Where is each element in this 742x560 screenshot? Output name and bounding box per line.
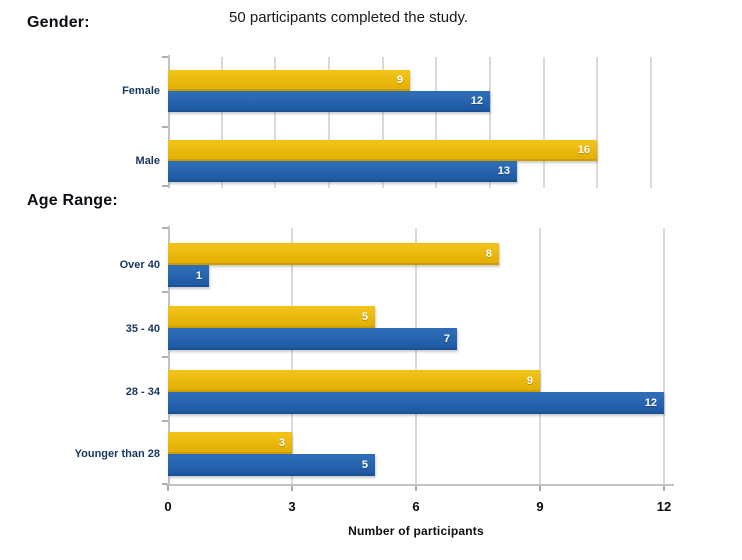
age-range-chart: 8 1 5 7 9 12 3 5 [162, 226, 674, 491]
category-label-female: Female [122, 85, 160, 97]
x-axis-tick [291, 486, 293, 491]
gridline [650, 57, 652, 188]
gridline [291, 228, 293, 484]
bar-value-label: 9 [526, 374, 533, 387]
bar-blue-series-28-34: 12 [168, 392, 664, 414]
bar-yellow-series-over-40: 8 [168, 243, 499, 265]
bar-value-label: 5 [361, 458, 368, 471]
y-axis-line [168, 55, 170, 188]
gender-section-heading: Gender: [27, 14, 90, 31]
bar-blue-series-35-40: 7 [168, 328, 457, 350]
gridline [543, 57, 545, 188]
bar-value-label: 1 [195, 269, 202, 282]
category-label-male: Male [135, 155, 160, 167]
bar-value-label: 7 [443, 332, 450, 345]
gridline [539, 228, 541, 484]
bar-blue-series-female: 12 [168, 91, 490, 112]
x-tick-label-0: 0 [164, 499, 172, 514]
y-axis-tick [162, 356, 168, 358]
y-axis-tick [162, 126, 168, 128]
bar-blue-series-over-40: 1 [168, 265, 209, 287]
bar-yellow-series-female: 9 [168, 70, 410, 91]
bar-value-label: 16 [577, 144, 590, 156]
bar-yellow-series-male: 16 [168, 140, 597, 161]
x-tick-label-12: 12 [656, 499, 672, 514]
gridline [415, 228, 417, 484]
gridline [328, 57, 330, 188]
category-label-28-34: 28 - 34 [125, 386, 160, 398]
gridline [489, 57, 491, 188]
x-axis-tick [167, 486, 169, 491]
bar-value-label: 8 [485, 247, 492, 260]
gridline [435, 57, 437, 188]
y-axis-tick [162, 56, 168, 58]
bar-value-label: 3 [278, 436, 285, 449]
category-label-35-40: 35 - 40 [125, 323, 160, 335]
bar-yellow-series-younger-than-28: 3 [168, 432, 292, 454]
bar-value-label: 12 [470, 95, 483, 107]
bar-value-label: 12 [644, 396, 657, 409]
bar-yellow-series-28-34: 9 [168, 370, 540, 392]
study-summary-title: 50 participants completed the study. [229, 9, 469, 26]
gridline [274, 57, 276, 188]
y-axis-tick [162, 483, 168, 485]
bar-value-label: 9 [396, 74, 403, 86]
gender-chart: 9 12 16 13 [162, 55, 652, 188]
x-axis-tick [663, 486, 665, 491]
y-axis-tick [162, 420, 168, 422]
x-tick-label-3: 3 [288, 499, 296, 514]
bar-value-label: 5 [361, 310, 368, 323]
y-axis-line [168, 226, 170, 484]
gridline [221, 57, 223, 188]
x-axis-tick [539, 486, 541, 491]
y-axis-tick [162, 185, 168, 187]
gridline [663, 228, 665, 484]
bar-yellow-series-35-40: 5 [168, 306, 375, 328]
category-label-younger-than-28: Younger than 28 [74, 448, 160, 460]
x-axis-title: Number of participants [348, 524, 484, 538]
category-label-over-40: Over 40 [119, 259, 160, 271]
bar-value-label: 13 [497, 165, 510, 177]
gridline [382, 57, 384, 188]
gridline [596, 57, 598, 188]
y-axis-tick [162, 291, 168, 293]
x-axis-line [166, 484, 674, 486]
bar-blue-series-male: 13 [168, 161, 517, 182]
x-axis-tick [415, 486, 417, 491]
x-tick-label-6: 6 [412, 499, 420, 514]
y-axis-tick [162, 227, 168, 229]
age-range-section-heading: Age Range: [27, 192, 118, 209]
x-tick-label-9: 9 [536, 499, 544, 514]
bar-blue-series-younger-than-28: 5 [168, 454, 375, 476]
